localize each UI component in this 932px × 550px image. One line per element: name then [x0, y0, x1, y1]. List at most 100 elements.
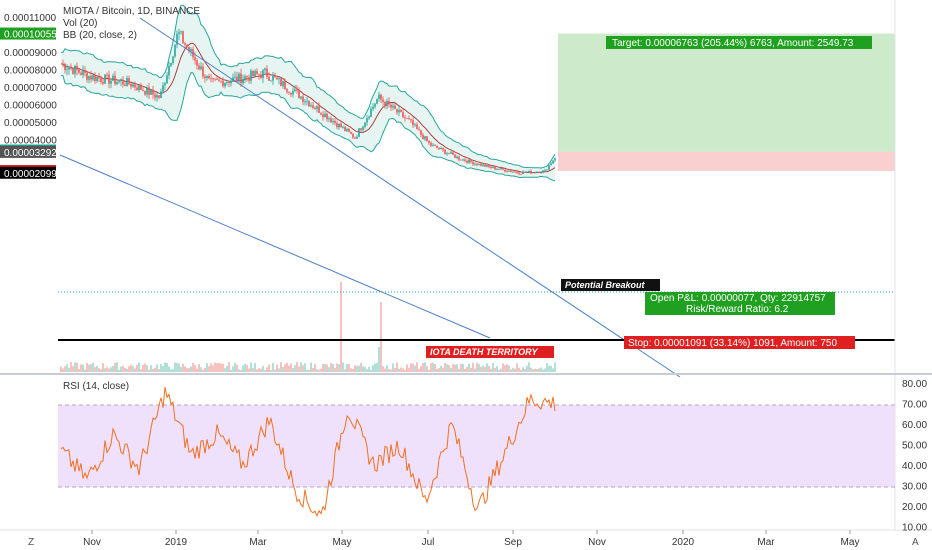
volume-bar: [448, 364, 450, 372]
candle-body: [336, 122, 338, 128]
time-tick-label: Sep: [504, 537, 522, 548]
volume-bar: [394, 368, 396, 372]
candle-body: [404, 117, 406, 119]
volume-bar: [104, 368, 106, 372]
candle-body: [150, 89, 152, 95]
volume-bar: [350, 368, 352, 372]
volume-bar: [166, 362, 168, 372]
volume-bar: [554, 362, 556, 372]
candle-body: [136, 87, 138, 91]
volume-bar: [232, 366, 234, 372]
candle-body: [300, 96, 302, 99]
volume-bar: [504, 365, 506, 372]
volume-bar: [86, 362, 88, 372]
volume-bar: [422, 362, 424, 372]
volume-bar: [202, 369, 204, 372]
rr-label: Risk/Reward Ratio: 6.2: [686, 304, 789, 315]
price-tag-box: [0, 145, 56, 158]
candle-body: [222, 81, 224, 87]
candle-body: [356, 136, 358, 139]
candle-body: [464, 159, 466, 161]
rsi-tick-label: 50.00: [902, 441, 927, 452]
rsi-tick-label: 60.00: [902, 420, 927, 431]
volume-bar: [138, 362, 140, 372]
candle-body: [110, 80, 112, 84]
lower-trendline[interactable]: [59, 154, 491, 339]
symbol-title[interactable]: MIOTA / Bitcoin, 1D, BINANCE: [63, 6, 200, 17]
rsi-legend[interactable]: RSI (14, close): [63, 381, 129, 392]
rsi-tick-label: 10.00: [902, 523, 927, 534]
volume-bar: [542, 369, 544, 372]
volume-bar: [280, 362, 282, 372]
rsi-tick-label: 40.00: [902, 461, 927, 472]
bb-legend[interactable]: BB (20, close, 2): [63, 30, 137, 41]
volume-bar: [146, 365, 148, 372]
time-tick-label: May: [841, 537, 860, 548]
volume-bar: [362, 366, 364, 372]
volume-bar: [242, 365, 244, 372]
stop-zone[interactable]: [558, 151, 895, 171]
volume-bar: [452, 363, 454, 372]
candle-body: [248, 77, 250, 81]
death-label: IOTA DEATH TERRITORY: [430, 347, 539, 357]
candle-body: [298, 90, 300, 99]
volume-legend[interactable]: Vol (20): [63, 18, 97, 29]
auto-scale-button[interactable]: A: [912, 537, 919, 548]
candle-body: [388, 101, 390, 105]
volume-bar: [240, 369, 242, 372]
candle-body: [406, 118, 408, 119]
volume-bar: [88, 364, 90, 372]
volume-bar: [304, 363, 306, 372]
volume-bar: [382, 366, 384, 372]
candle-body: [536, 171, 538, 173]
target-zone[interactable]: [558, 33, 895, 152]
volume-bar: [106, 367, 108, 372]
volume-bar: [118, 369, 120, 372]
volume-bar: [334, 367, 336, 372]
upper-trendline[interactable]: [139, 17, 681, 378]
volume-bar: [398, 368, 400, 372]
zoom-button[interactable]: Z: [28, 537, 34, 548]
stop-label-box: [624, 336, 855, 349]
volume-bar: [508, 365, 510, 372]
candle-body: [82, 70, 84, 75]
volume-bar: [502, 363, 504, 372]
candle-body: [198, 65, 200, 70]
volume-bar: [162, 366, 164, 372]
candle-body: [86, 72, 88, 80]
candle-body: [442, 148, 444, 150]
volume-bar: [210, 363, 212, 372]
volume-bar: [348, 364, 350, 372]
price-tick-label: 0.00008000: [4, 66, 57, 77]
volume-bar: [124, 368, 126, 372]
volume-bar: [496, 366, 498, 372]
candle-body: [444, 149, 446, 154]
volume-bar: [62, 368, 64, 372]
candle-body: [546, 169, 548, 171]
volume-bar: [426, 366, 428, 372]
candle-body: [376, 98, 378, 104]
candle-body: [350, 131, 352, 134]
candle-body: [128, 78, 130, 84]
volume-bar: [102, 363, 104, 372]
volume-bar: [136, 364, 138, 372]
volume-bar: [442, 367, 444, 372]
time-tick-label: Mar: [249, 537, 267, 548]
candle-body: [482, 164, 484, 166]
candle-body: [438, 148, 440, 150]
candle-body: [420, 130, 422, 135]
price-tag-label: 0.00003292: [4, 148, 57, 159]
candle-body: [216, 78, 218, 80]
candle-body: [508, 170, 510, 172]
candle-body: [418, 129, 420, 131]
volume-bar: [132, 365, 134, 372]
volume-bar: [332, 364, 334, 372]
candle-body: [184, 43, 186, 45]
candle-body: [328, 118, 330, 120]
candle-body: [544, 169, 546, 171]
volume-bar: [194, 365, 196, 372]
volume-bar: [90, 364, 92, 372]
candle-body: [166, 75, 168, 84]
candle-body: [396, 109, 398, 113]
